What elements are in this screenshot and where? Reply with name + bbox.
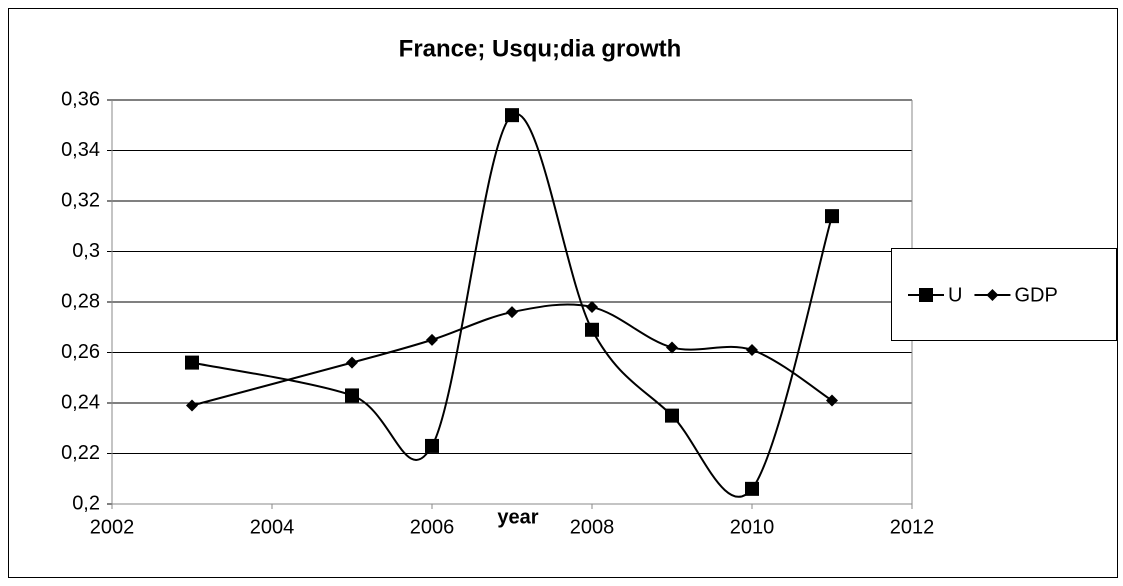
y-tick-label: 0,32	[61, 189, 100, 211]
y-tick-label: 0,2	[72, 492, 100, 514]
x-tick-label: 2010	[730, 516, 775, 538]
data-point	[186, 399, 198, 412]
data-point	[185, 355, 199, 370]
x-tick-label: 2006	[410, 516, 455, 538]
y-tick-label: 0,26	[61, 341, 100, 363]
data-point	[826, 394, 838, 407]
legend-label: GDP	[1014, 284, 1057, 306]
data-point	[505, 108, 519, 123]
data-point	[346, 356, 358, 369]
data-point	[585, 322, 599, 337]
data-point	[746, 343, 758, 356]
legend-marker	[986, 289, 999, 301]
y-tick-label: 0,22	[61, 442, 100, 464]
x-axis-label: year	[497, 506, 538, 528]
data-point	[345, 388, 359, 403]
data-point	[665, 408, 679, 423]
x-tick-label: 2004	[250, 516, 295, 538]
x-tick-label: 2002	[90, 516, 135, 538]
legend-marker	[919, 288, 933, 302]
legend-label: U	[948, 284, 962, 306]
x-tick-label: 2012	[890, 516, 935, 538]
data-point	[666, 341, 678, 354]
y-tick-label: 0,3	[72, 240, 100, 262]
data-point	[825, 209, 839, 224]
y-tick-label: 0,36	[61, 88, 100, 110]
y-tick-label: 0,28	[61, 290, 100, 312]
data-point	[745, 481, 759, 496]
data-point	[586, 301, 598, 314]
data-point	[425, 438, 439, 453]
chart-title: France; Usqu;dia growth	[399, 35, 682, 62]
y-tick-label: 0,34	[61, 139, 100, 161]
data-point	[506, 306, 518, 319]
x-tick-label: 2008	[570, 516, 615, 538]
y-tick-label: 0,24	[61, 391, 100, 413]
data-point	[426, 333, 438, 346]
